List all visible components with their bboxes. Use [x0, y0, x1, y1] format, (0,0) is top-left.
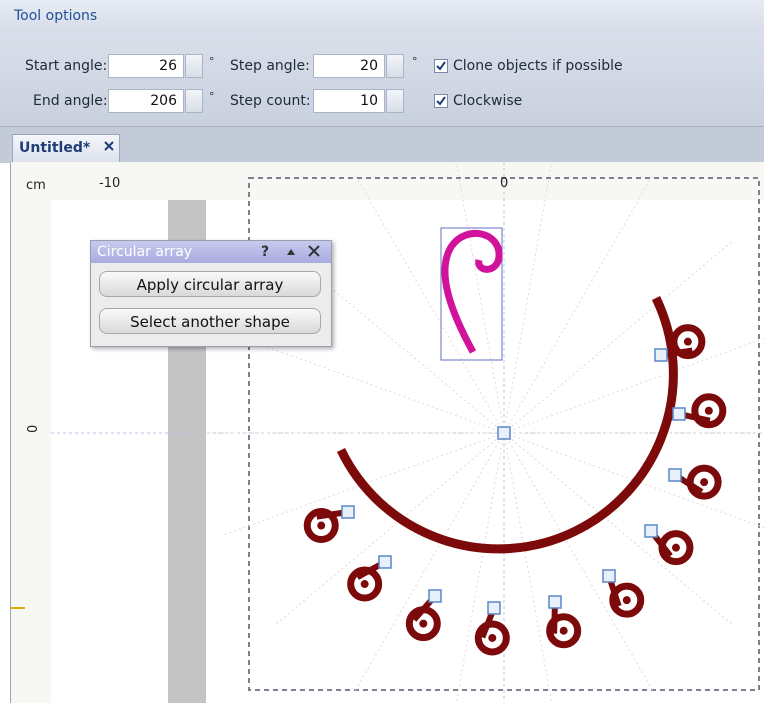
handle — [379, 556, 391, 568]
check-mark — [435, 60, 447, 72]
panel-controls — [281, 241, 341, 263]
spinner[interactable] — [185, 54, 203, 78]
editor-window: Tool options Start angle: 26 ° Step angl… — [0, 0, 764, 703]
unit: ° — [209, 50, 215, 74]
field-label: Start angle: — [25, 54, 107, 78]
handle — [488, 602, 500, 614]
unit: ° — [412, 50, 418, 74]
spinner[interactable] — [185, 89, 203, 113]
spinner[interactable] — [386, 54, 404, 78]
unit: ° — [209, 85, 215, 109]
checkbox-label: Clockwise — [453, 89, 522, 113]
handle — [429, 590, 441, 602]
curl-core — [672, 544, 680, 552]
spinner[interactable] — [386, 89, 404, 113]
top-ruler — [11, 162, 764, 200]
number-input[interactable]: 206 — [108, 89, 184, 113]
select-shape-button[interactable]: Select another shape — [99, 308, 321, 334]
document-tab[interactable]: Untitled* — [12, 134, 120, 162]
close-icon[interactable] — [103, 140, 115, 152]
handle — [498, 427, 510, 439]
field-label: Step count: — [230, 89, 311, 113]
curl-core — [419, 620, 427, 628]
ruler-label: -10 — [99, 176, 120, 191]
curl-core — [488, 634, 496, 642]
help-button[interactable]: ? — [261, 241, 269, 263]
panel-title: Circular array — [97, 244, 192, 260]
tab-title: Untitled* — [19, 140, 90, 156]
handle — [645, 525, 657, 537]
panel-title: Tool options — [0, 0, 764, 32]
curl-core — [705, 407, 713, 415]
field-label: End angle: — [33, 89, 108, 113]
curl-core — [623, 596, 631, 604]
apply-button[interactable]: Apply circular array — [99, 271, 321, 297]
handle — [549, 596, 561, 608]
checkbox[interactable] — [434, 94, 448, 108]
floating-panel: Circular array ? Apply circular array Se… — [90, 240, 332, 347]
ruler-unit: cm — [26, 178, 46, 193]
handle — [342, 506, 354, 518]
tool-options-panel: Tool options Start angle: 26 ° Step angl… — [0, 0, 764, 126]
curl-core — [560, 627, 568, 635]
curl-core — [361, 580, 369, 588]
number-input[interactable]: 20 — [313, 54, 385, 78]
handle — [673, 408, 685, 420]
checkbox-label: Clone objects if possible — [453, 54, 623, 78]
curl-core — [317, 522, 325, 530]
check-mark — [435, 95, 447, 107]
handle — [655, 349, 667, 361]
curl-core — [684, 338, 692, 346]
field-label: Step angle: — [230, 54, 310, 78]
ruler-label: 0 — [500, 176, 508, 191]
curl-core — [700, 478, 708, 486]
number-input[interactable]: 26 — [108, 54, 184, 78]
handle — [669, 469, 681, 481]
number-input[interactable]: 10 — [313, 89, 385, 113]
checkbox[interactable] — [434, 59, 448, 73]
ruler-label: 0 — [26, 425, 41, 433]
handle — [603, 570, 615, 582]
panel-header: Circular array ? — [91, 241, 331, 263]
